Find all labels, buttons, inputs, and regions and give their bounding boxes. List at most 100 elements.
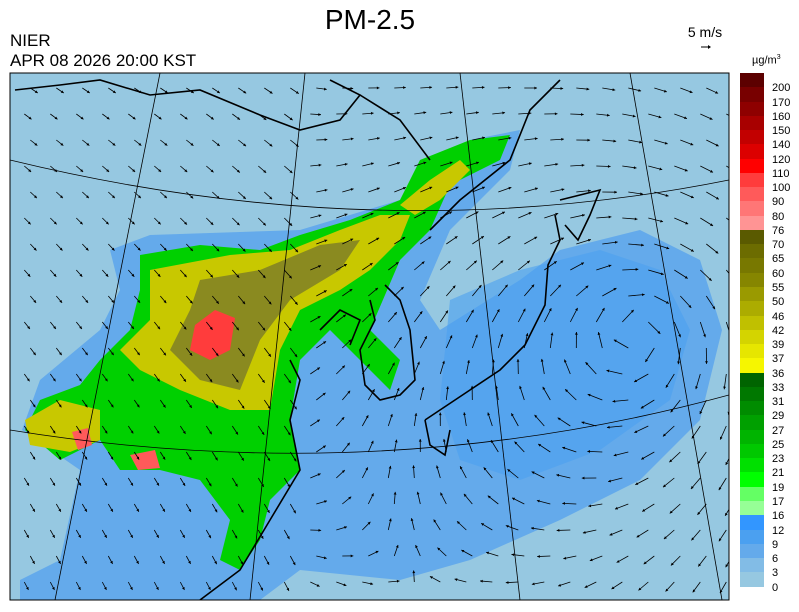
wind-arrow-head xyxy=(581,421,585,425)
wind-arrow-head xyxy=(27,221,31,225)
wind-arrow-head xyxy=(507,469,511,472)
wind-reference-arrow-icon xyxy=(701,45,711,49)
wind-arrow-head xyxy=(585,285,589,289)
wind-arrow-head xyxy=(210,222,214,225)
wind-arrow-head xyxy=(421,261,425,265)
wind-arrow-head xyxy=(495,385,498,389)
wind-arrow-head xyxy=(236,274,240,278)
wind-arrow-head xyxy=(376,187,380,191)
wind-arrow-head xyxy=(376,237,380,241)
wind-arrow-head xyxy=(587,450,591,453)
legend-swatch: 6 xyxy=(740,543,778,565)
wind-arrow-head xyxy=(214,457,218,461)
wind-arrow xyxy=(622,309,635,323)
wind-arrow-head xyxy=(718,487,722,491)
wind-arrow-head xyxy=(163,247,167,251)
wind-arrow-head xyxy=(52,534,55,538)
wind-arrow-head xyxy=(111,299,115,303)
wind-arrow-head xyxy=(132,116,136,120)
legend-swatch: 110 xyxy=(740,158,790,180)
wind-arrow-head xyxy=(184,169,188,173)
wind-arrow-head xyxy=(137,299,141,303)
wind-arrow xyxy=(613,339,629,349)
wind-arrow-head xyxy=(78,534,81,538)
wind-arrow xyxy=(633,373,649,383)
wind-arrow-head xyxy=(79,326,82,330)
wind-arrow-head xyxy=(663,484,666,488)
legend-swatch: 65 xyxy=(740,244,784,265)
wind-arrow-head xyxy=(105,326,108,330)
wind-arrow-head xyxy=(209,431,212,435)
legend-swatch: 19 xyxy=(740,472,784,494)
legend-swatch: 0 xyxy=(740,572,778,594)
wind-arrow-head xyxy=(130,534,133,538)
wind-arrow-head xyxy=(429,85,433,89)
wind-arrow-head xyxy=(262,275,266,279)
wind-arrow xyxy=(705,295,716,310)
wind-arrow-head xyxy=(481,186,485,190)
wind-arrow-head xyxy=(295,196,299,200)
wind-arrow-head xyxy=(292,562,296,566)
wind-arrow xyxy=(695,373,701,390)
wind-arrow-head xyxy=(190,195,194,199)
wind-arrow-head xyxy=(293,510,296,514)
wind-arrow-head xyxy=(487,495,491,499)
wind-arrow-head xyxy=(368,313,372,317)
wind-arrow xyxy=(569,307,578,323)
wind-arrow-head xyxy=(460,466,463,470)
wind-arrow-head xyxy=(287,484,290,488)
wind-arrow-head xyxy=(78,482,81,486)
wind-arrow xyxy=(725,269,729,274)
wind-arrow-head xyxy=(342,314,346,318)
wind-arrow-head xyxy=(341,470,345,473)
legend-label: 3 xyxy=(772,567,779,580)
legend-swatch: 70 xyxy=(740,229,784,251)
wind-arrow-head xyxy=(157,326,161,330)
wind-arrow-head xyxy=(560,87,564,90)
wind-arrow-head xyxy=(500,260,504,264)
wind-arrow-head xyxy=(710,169,714,173)
wind-arrow-head xyxy=(111,352,114,356)
legend-swatch: 76 xyxy=(740,215,784,237)
wind-arrow-head xyxy=(665,193,669,197)
wind-arrow-head xyxy=(474,334,478,338)
organization-label: NIER xyxy=(10,31,51,50)
wind-arrow-head xyxy=(155,586,159,590)
wind-arrow xyxy=(726,113,729,116)
wind-arrow-head xyxy=(26,430,30,434)
concentration-yellow-region-northeast xyxy=(400,160,470,215)
wind-arrow-head xyxy=(416,491,420,495)
wind-arrow-head xyxy=(317,473,321,477)
wind-arrow-head xyxy=(269,196,273,200)
wind-arrow-head xyxy=(209,379,213,383)
wind-arrow-head xyxy=(85,195,89,199)
wind-arrow-head xyxy=(534,137,538,141)
wind-arrow-head xyxy=(455,85,459,89)
wind-arrow-head xyxy=(691,435,695,439)
wind-arrow-head xyxy=(665,588,669,592)
wind-arrow-head xyxy=(261,483,264,487)
wind-arrow xyxy=(595,307,605,323)
wind-arrow-head xyxy=(240,561,243,565)
wind-arrow-head xyxy=(111,195,115,199)
wind-arrow-head xyxy=(86,142,90,146)
wind-arrow-head xyxy=(85,247,89,251)
wind-arrow-head xyxy=(234,587,237,591)
wind-arrow-head xyxy=(324,138,328,142)
wind-arrow-head xyxy=(440,492,443,496)
wind-arrow xyxy=(645,347,655,363)
wind-arrow xyxy=(598,332,603,349)
wind-arrow-head xyxy=(718,538,722,542)
legend-swatch: 27 xyxy=(740,415,784,437)
wind-arrow-head xyxy=(531,526,534,530)
map-title: PM-2.5 xyxy=(324,4,416,35)
wind-arrow-head xyxy=(735,224,738,227)
wind-arrow-head xyxy=(692,589,696,593)
legend-label: 39 xyxy=(772,339,785,352)
wind-arrow xyxy=(585,361,597,375)
wind-arrow-head xyxy=(266,509,270,513)
legend-label: 27 xyxy=(772,424,785,437)
wind-arrow-head xyxy=(514,441,518,445)
wind-arrow-head xyxy=(80,169,84,172)
legend-label: 50 xyxy=(772,296,785,309)
